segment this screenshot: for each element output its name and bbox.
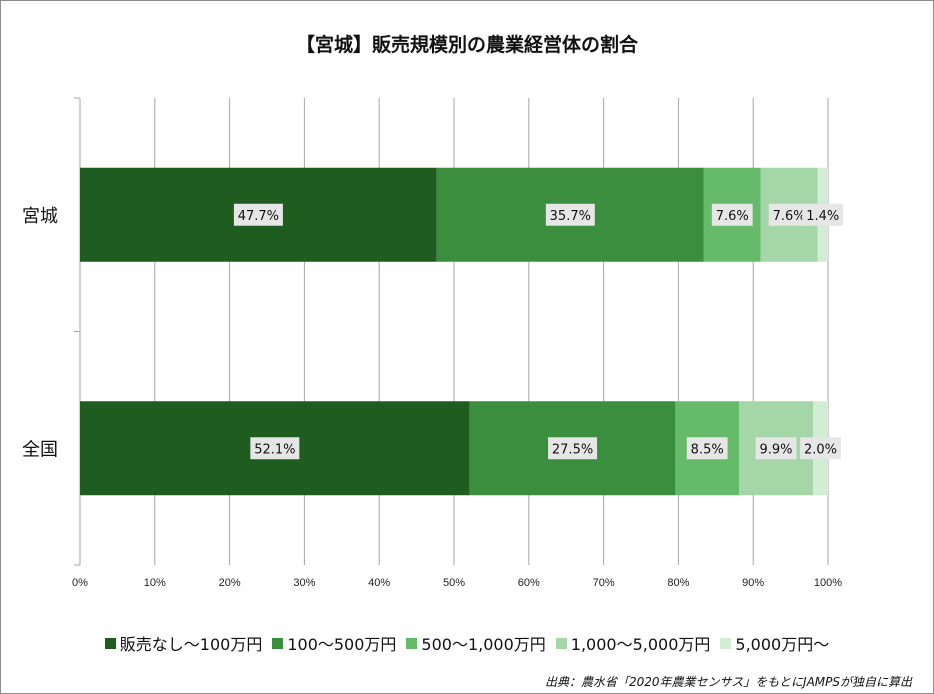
source-note: 出典：農水省「2020年農業センサス」をもとにJAMPSが独自に算出 <box>544 675 912 689</box>
data-label: 7.6% <box>716 209 749 224</box>
data-label: 2.0% <box>804 442 837 457</box>
legend-item: 5,000万円～ <box>720 631 829 655</box>
data-label: 27.5% <box>552 442 593 457</box>
data-label-bg <box>545 203 595 226</box>
legend-swatch <box>272 637 284 649</box>
data-label: 35.7% <box>550 209 591 224</box>
data-label-bg <box>802 203 844 226</box>
x-tick-label: 70% <box>593 577 615 589</box>
data-label-bg <box>755 437 797 460</box>
legend-label: 販売なし～100万円 <box>119 635 263 654</box>
legend-swatch <box>406 637 418 649</box>
x-tick-label: 20% <box>219 577 241 589</box>
x-tick-label: 40% <box>368 577 390 589</box>
legend-swatch <box>555 637 567 649</box>
legend-swatch <box>104 637 116 649</box>
legend-label: 5,000万円～ <box>735 635 830 654</box>
data-label-bg <box>768 203 810 226</box>
data-label-bg <box>250 437 300 460</box>
legend-swatch <box>720 637 732 649</box>
x-tick-label: 60% <box>518 577 540 589</box>
x-tick-label: 30% <box>293 577 315 589</box>
data-label: 47.7% <box>238 209 279 224</box>
x-tick-label: 90% <box>742 577 764 589</box>
category-label: 宮城 <box>22 206 58 227</box>
chart-title: 【宮城】販売規模別の農業経営体の割合 <box>295 34 638 56</box>
x-tick-label: 100% <box>814 577 842 589</box>
x-tick-label: 50% <box>443 577 465 589</box>
legend-label: 100～500万円 <box>287 635 397 654</box>
legend-label: 500～1,000万円 <box>421 635 546 654</box>
x-tick-label: 10% <box>144 577 166 589</box>
category-label: 全国 <box>22 439 58 460</box>
data-label-bg <box>233 203 283 226</box>
data-label: 9.9% <box>759 442 792 457</box>
data-label-bg <box>686 437 728 460</box>
data-label-bg <box>711 203 753 226</box>
legend-item: 販売なし～100万円 <box>104 631 263 655</box>
legend-label: 1,000～5,000万円 <box>570 635 711 654</box>
legend-item: 100～500万円 <box>272 631 396 655</box>
x-tick-label: 80% <box>667 577 689 589</box>
data-label: 7.6% <box>773 209 806 224</box>
data-label-bg <box>548 437 598 460</box>
data-label: 52.1% <box>254 442 295 457</box>
data-label: 8.5% <box>691 442 724 457</box>
x-tick-label: 0% <box>72 577 88 589</box>
legend-item: 500～1,000万円 <box>406 631 546 655</box>
legend-item: 1,000～5,000万円 <box>555 631 711 655</box>
data-label: 1.4% <box>806 209 839 224</box>
legend: 販売なし～100万円 100～500万円 500～1,000万円 1,000～5,00… <box>0 631 934 655</box>
data-label-bg <box>800 437 841 460</box>
